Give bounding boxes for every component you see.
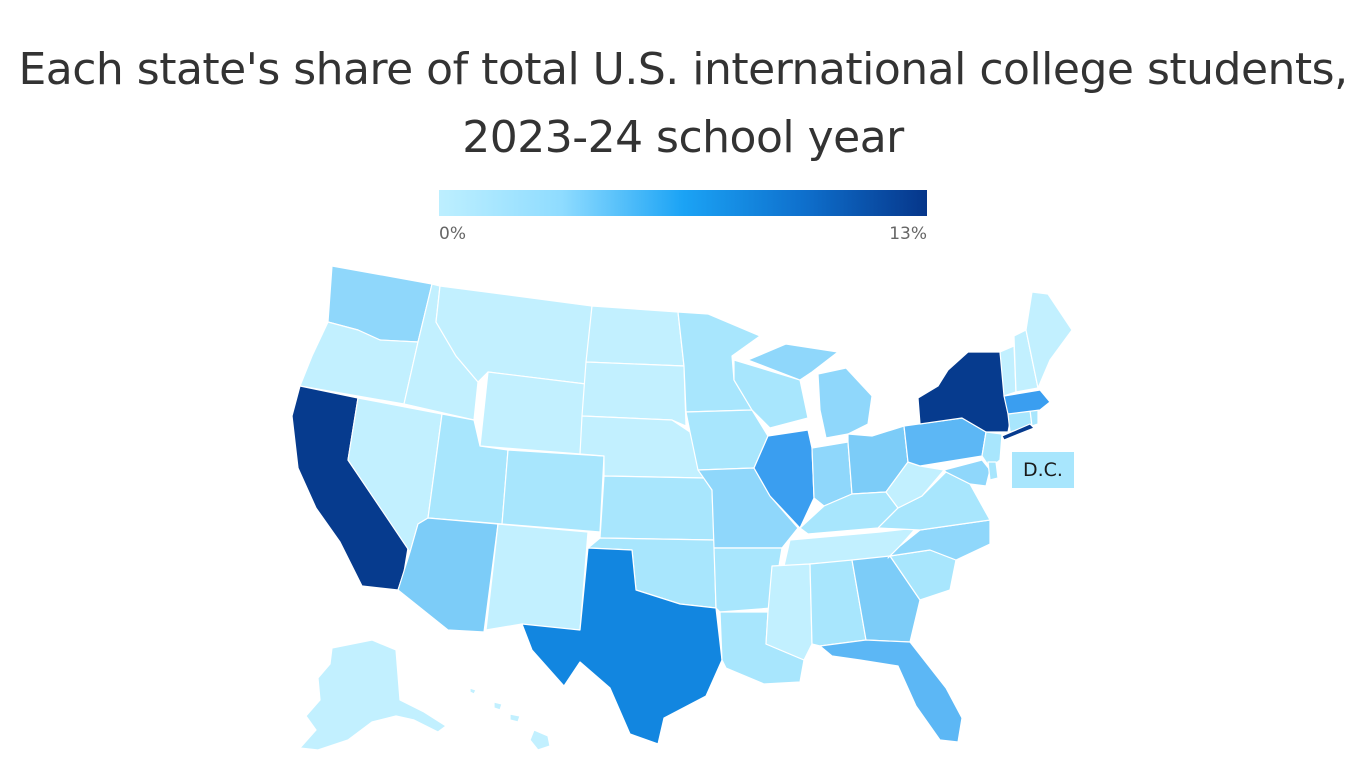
state-wyoming <box>479 371 587 455</box>
state-hawaii-main <box>529 729 551 751</box>
state-north-carolina <box>887 519 991 561</box>
state-florida <box>819 639 963 743</box>
state-alaska <box>299 639 447 751</box>
state-arkansas <box>713 547 783 613</box>
state-michigan-lower <box>817 367 873 439</box>
legend-gradient-bar <box>439 190 927 216</box>
state-massachusetts <box>1003 389 1051 415</box>
state-georgia <box>851 555 921 643</box>
state-hawaii-islands <box>469 687 521 723</box>
dc-label: D.C. <box>1023 459 1063 481</box>
state-north-dakota <box>585 305 685 367</box>
state-maine <box>1025 291 1073 389</box>
dc-inset: D.C. <box>1012 452 1074 488</box>
state-new-york <box>917 351 1013 433</box>
state-south-dakota <box>581 361 687 427</box>
state-delaware <box>987 461 999 481</box>
color-legend: 0% 13% <box>439 190 927 244</box>
state-colorado <box>501 449 605 533</box>
state-kansas <box>599 475 715 541</box>
map-title: Each state's share of total U.S. interna… <box>18 44 1348 163</box>
state-illinois <box>753 429 815 529</box>
legend-min-label: 0% <box>439 224 466 244</box>
state-texas <box>521 547 723 745</box>
state-maryland <box>943 459 991 487</box>
state-rhode-island <box>1029 409 1039 427</box>
state-mississippi <box>765 563 813 661</box>
state-long-island <box>1001 423 1035 441</box>
state-michigan-upper <box>747 343 839 381</box>
legend-max-label: 13% <box>889 224 927 244</box>
state-iowa <box>685 409 769 471</box>
state-new-mexico <box>485 523 589 631</box>
us-choropleth-map <box>291 265 1073 751</box>
